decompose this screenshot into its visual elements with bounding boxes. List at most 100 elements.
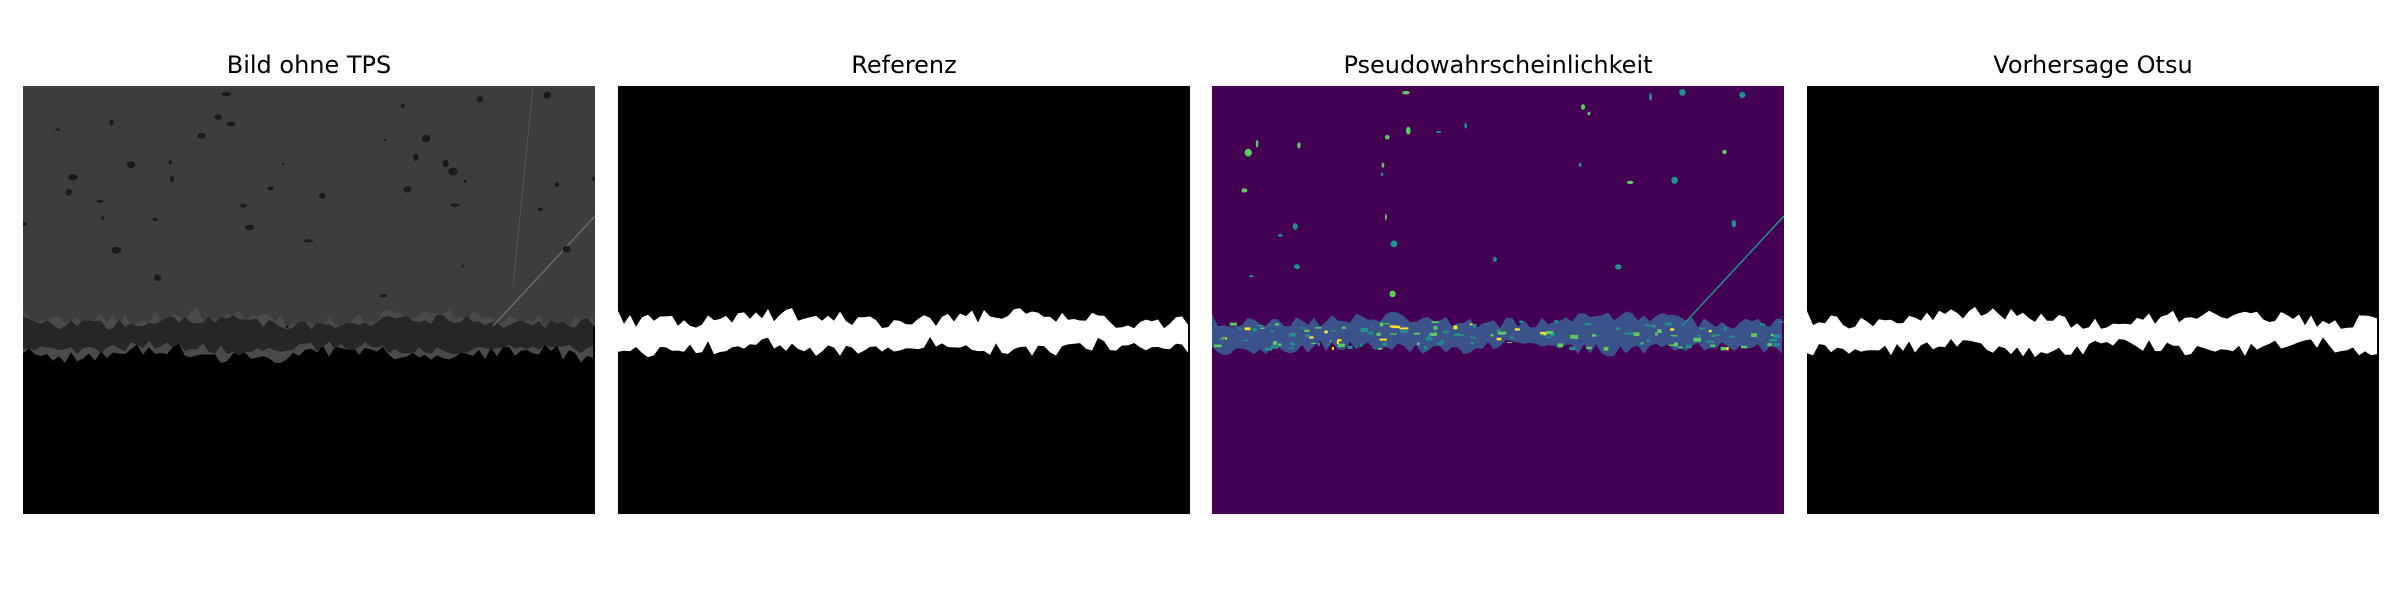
map-speck: [1731, 220, 1737, 228]
pore-speck: [400, 103, 405, 109]
map-band-speck: [1336, 340, 1339, 345]
map-band-speck: [1244, 327, 1251, 331]
map-band-speck: [1291, 342, 1295, 346]
map-background: [1212, 86, 1784, 514]
pore-speck: [126, 161, 136, 169]
material-region: [23, 86, 595, 326]
pore-speck: [476, 96, 484, 103]
map-band-speck: [1360, 344, 1363, 347]
panel-title: Pseudowahrscheinlichkeit: [1343, 51, 1653, 79]
pore-speck: [537, 207, 544, 212]
map-band-speck: [1337, 339, 1342, 342]
map-band-speck: [1540, 334, 1544, 336]
map-band-speck: [1646, 339, 1650, 342]
map-band-speck: [1392, 325, 1401, 329]
map-band-speck: [1376, 332, 1381, 336]
map-band-speck: [1277, 343, 1282, 347]
map-band-speck: [1416, 342, 1420, 346]
map-band-speck: [1330, 330, 1337, 332]
map-band-speck: [1238, 327, 1242, 331]
map-speck: [1464, 122, 1467, 129]
pore-speck: [111, 246, 122, 254]
map-band-speck: [1697, 334, 1702, 337]
map-speck: [1649, 93, 1653, 101]
map-band-speck: [1379, 322, 1384, 327]
panel-title: Bild ohne TPS: [226, 51, 392, 79]
map-band-speck: [1459, 334, 1464, 337]
pore-speck: [55, 128, 60, 131]
map-band-speck: [1229, 322, 1237, 326]
reference-mask-image: [618, 86, 1190, 514]
map-speck: [1241, 188, 1248, 193]
map-speck: [1384, 135, 1390, 140]
map-band-speck: [1773, 343, 1780, 347]
map-band-speck: [1443, 331, 1450, 333]
map-band-speck: [1686, 344, 1692, 349]
map-band-speck: [1317, 342, 1320, 346]
pore-speck: [214, 114, 222, 120]
map-band-speck: [1214, 344, 1222, 348]
map-band-speck: [1305, 334, 1311, 337]
map-band-speck: [1778, 321, 1784, 323]
map-band-speck: [1252, 327, 1257, 332]
panel-pseudo-probability: Pseudowahrscheinlichkeit: [1212, 40, 1784, 514]
mask-background: [1807, 86, 2379, 514]
panel-original: Bild ohne TPS: [23, 40, 595, 514]
map-band-speck: [1469, 336, 1477, 339]
map-band-speck: [1342, 326, 1346, 329]
map-band-speck: [1713, 333, 1720, 337]
pore-speck: [380, 294, 387, 298]
map-band-speck: [1770, 334, 1774, 337]
pore-speck: [442, 159, 449, 168]
map-band-speck: [1496, 329, 1501, 332]
map-band-speck: [1710, 344, 1716, 347]
map-band-speck: [1557, 343, 1564, 348]
map-speck: [1679, 89, 1686, 96]
pore-speck: [403, 186, 412, 193]
map-band-speck: [1693, 337, 1701, 342]
map-speck: [1402, 90, 1410, 95]
map-band-speck: [1299, 327, 1307, 329]
pore-speck: [591, 176, 595, 182]
map-band-speck: [1327, 343, 1331, 345]
map-band-speck: [1383, 323, 1390, 325]
map-band-speck: [1413, 332, 1420, 335]
pore-speck: [267, 186, 274, 191]
mask-foreground-band: [618, 308, 1188, 358]
map-band-speck: [1324, 330, 1328, 334]
map-band-speck: [1311, 342, 1317, 344]
map-band-speck: [1546, 336, 1551, 339]
map-band-speck: [1288, 347, 1294, 349]
map-band-speck: [1400, 330, 1408, 333]
map-speck: [1297, 142, 1301, 149]
map-band-speck: [1641, 342, 1644, 345]
map-band-speck: [1573, 336, 1579, 339]
map-band-speck: [1708, 329, 1712, 333]
map-band-speck: [1272, 341, 1277, 345]
pore-speck: [169, 175, 175, 183]
map-band-speck: [1429, 332, 1437, 336]
pore-speck: [68, 174, 78, 181]
map-speck: [1244, 148, 1252, 157]
map-band-speck: [1401, 327, 1409, 330]
map-band-speck: [1670, 335, 1678, 337]
map-speck: [1292, 223, 1298, 230]
map-band-speck: [1304, 329, 1310, 332]
scratch-line: [492, 215, 595, 327]
pore-speck: [384, 138, 387, 141]
probability-map-image: [1212, 86, 1784, 514]
map-band-speck: [1469, 323, 1473, 326]
map-band-speck: [1498, 331, 1506, 335]
map-band-speck: [1437, 342, 1443, 345]
map-scratch-line: [1681, 215, 1784, 327]
map-band-speck: [1270, 345, 1279, 349]
pore-speck: [448, 167, 458, 176]
map-band-speck: [1472, 324, 1477, 328]
pore-speck: [23, 222, 28, 226]
map-band-speck: [1545, 331, 1554, 335]
map-speck: [1615, 264, 1622, 270]
map-band-speck: [1377, 347, 1383, 350]
map-band-speck: [1674, 342, 1678, 347]
map-band-speck: [1519, 320, 1523, 324]
map-band-speck: [1471, 342, 1474, 345]
